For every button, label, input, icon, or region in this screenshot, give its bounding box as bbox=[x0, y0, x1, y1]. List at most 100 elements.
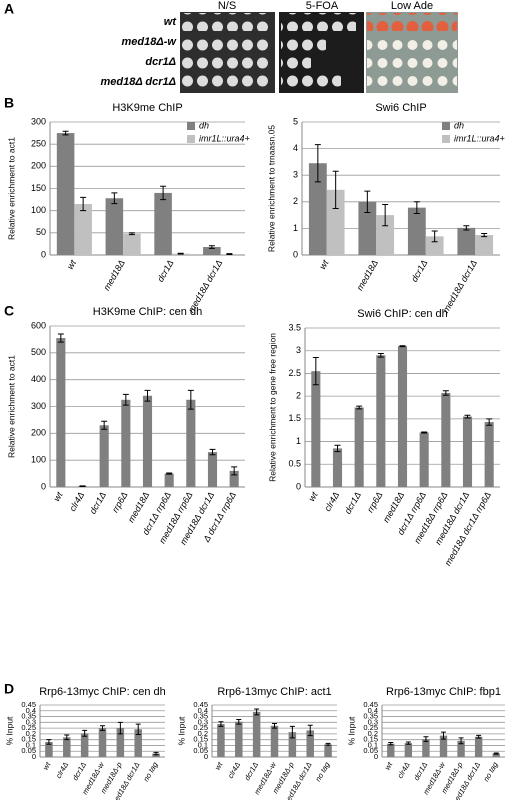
error-bar bbox=[64, 734, 70, 741]
x-tick-label: no tag bbox=[481, 760, 500, 783]
bar bbox=[152, 753, 160, 757]
bar bbox=[475, 235, 494, 255]
x-tick-label: wt bbox=[306, 490, 319, 503]
bar bbox=[397, 346, 408, 487]
error-bar bbox=[208, 245, 215, 249]
x-tick-label: clr4Δ bbox=[67, 490, 86, 513]
bar bbox=[326, 189, 345, 255]
error-bar bbox=[46, 739, 52, 745]
bar bbox=[425, 236, 444, 255]
bar bbox=[311, 371, 321, 487]
error-bar bbox=[307, 724, 313, 737]
error-bar bbox=[493, 752, 499, 755]
panel-label: A bbox=[4, 1, 14, 17]
spot-row bbox=[281, 33, 326, 51]
bar bbox=[229, 470, 239, 487]
bar bbox=[457, 740, 465, 757]
error-bar bbox=[272, 722, 277, 729]
y-tick-label: 2 bbox=[296, 391, 301, 401]
error-bar bbox=[166, 472, 173, 475]
error-bar bbox=[101, 420, 108, 430]
legend-label: imr1L::ura4+ bbox=[454, 133, 505, 143]
chart-title: Rrp6-13myc ChIP: fbp1 bbox=[386, 686, 501, 698]
x-tick-label: rrp6Δ bbox=[365, 490, 385, 514]
panel-label: B bbox=[4, 95, 14, 111]
bar bbox=[74, 204, 92, 255]
error-bar bbox=[79, 485, 86, 487]
y-tick-label: 200 bbox=[31, 161, 46, 171]
y-tick-label: 0 bbox=[296, 481, 301, 491]
bar bbox=[407, 207, 426, 255]
panel-label: C bbox=[4, 303, 14, 319]
error-bar bbox=[388, 742, 394, 746]
error-bar bbox=[209, 448, 216, 456]
bar bbox=[217, 724, 225, 757]
error-bar bbox=[153, 751, 159, 756]
panel-label: D bbox=[4, 681, 14, 697]
x-tick-label: dcr1Δ bbox=[412, 760, 430, 781]
error-bar bbox=[289, 725, 295, 739]
x-tick-label: dcr1Δ bbox=[343, 490, 363, 515]
bar bbox=[45, 741, 53, 757]
y-tick-label: 600 bbox=[31, 320, 46, 330]
y-tick-label: 0.3 bbox=[198, 717, 208, 726]
legend-swatch bbox=[187, 135, 195, 143]
bar bbox=[56, 133, 75, 255]
condition-label: Low Ade bbox=[391, 0, 433, 12]
bar bbox=[422, 739, 430, 757]
y-tick-label: 0.15 bbox=[193, 735, 208, 744]
error-bar bbox=[177, 252, 184, 255]
error-bar bbox=[405, 741, 411, 745]
bar bbox=[207, 452, 218, 487]
x-tick-label: wt bbox=[383, 760, 395, 772]
error-bar bbox=[325, 742, 331, 746]
chart-title: Swi6 ChIP bbox=[375, 102, 426, 114]
error-bar bbox=[160, 185, 167, 201]
x-tick-label: rrp6Δ bbox=[110, 490, 130, 514]
spot-row bbox=[182, 73, 272, 91]
y-tick-label: 100 bbox=[31, 205, 46, 215]
y-tick-label: 0.1 bbox=[368, 740, 378, 749]
error-bar bbox=[442, 390, 449, 396]
spot-row bbox=[367, 53, 457, 71]
y-tick-label: 400 bbox=[31, 374, 46, 384]
y-tick-label: 150 bbox=[31, 183, 46, 193]
x-tick-label: no tag bbox=[141, 760, 160, 783]
y-tick-label: 5 bbox=[293, 116, 298, 126]
x-tick-label: wt bbox=[65, 258, 78, 271]
x-tick-label: wt bbox=[41, 760, 53, 772]
bar bbox=[164, 473, 174, 487]
error-bar bbox=[80, 196, 87, 212]
y-tick-label: 4 bbox=[293, 143, 298, 153]
y-axis-label: Relative enrichment to act1 bbox=[6, 355, 16, 458]
y-axis-label: % Input bbox=[176, 716, 186, 745]
chart-title: Rrp6-13myc ChIP: act1 bbox=[217, 686, 331, 698]
y-axis-label: % Input bbox=[4, 716, 14, 745]
error-bar bbox=[187, 389, 194, 410]
error-bar bbox=[144, 389, 151, 402]
spot-row bbox=[367, 33, 457, 51]
bar bbox=[404, 743, 413, 757]
legend-swatch bbox=[442, 122, 450, 130]
condition-label: 5-FOA bbox=[306, 0, 339, 12]
y-tick-label: 1 bbox=[296, 436, 301, 446]
chart-title: Rrp6-13myc ChIP: cen dh bbox=[39, 686, 166, 698]
y-tick-label: 0.45 bbox=[21, 700, 36, 709]
bar bbox=[288, 732, 297, 757]
y-tick-label: 0.4 bbox=[198, 706, 208, 715]
y-tick-label: 0.3 bbox=[368, 717, 378, 726]
bar bbox=[492, 753, 500, 757]
bar bbox=[121, 399, 131, 487]
y-tick-label: 0 bbox=[32, 752, 36, 761]
bar bbox=[203, 247, 221, 255]
x-tick-label: clr4Δ bbox=[322, 490, 341, 513]
y-axis-label: Relative enrichment to act1 bbox=[6, 137, 16, 240]
error-bar bbox=[334, 444, 341, 453]
bar bbox=[308, 163, 327, 255]
bar bbox=[134, 729, 142, 757]
y-tick-label: 0.05 bbox=[21, 746, 36, 755]
y-tick-label: 0.35 bbox=[363, 712, 378, 721]
y-tick-label: 250 bbox=[31, 139, 46, 149]
condition-label: N/S bbox=[218, 0, 236, 12]
bar bbox=[324, 744, 332, 757]
